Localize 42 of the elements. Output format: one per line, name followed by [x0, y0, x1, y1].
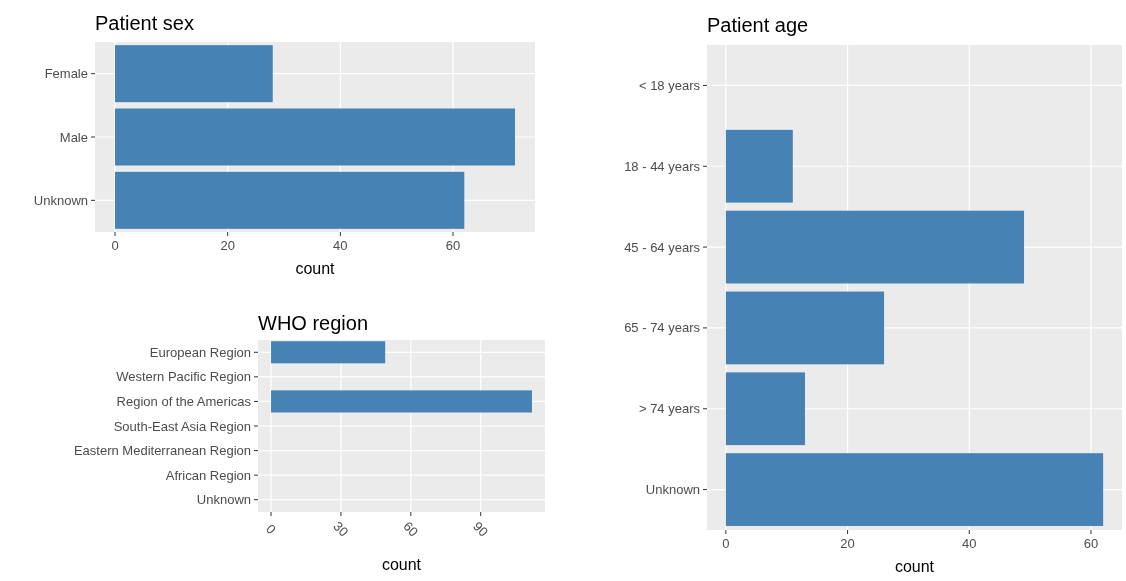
x-tick-label: 0: [722, 536, 730, 551]
y-tick-label: Unknown: [33, 192, 88, 208]
bar: [725, 453, 1104, 526]
x-axis-title: count: [295, 260, 336, 277]
x-tick-label: 60: [400, 518, 422, 540]
y-tick-label: Western Pacific Region: [116, 369, 251, 385]
y-tick-label: 65 - 74 years: [624, 320, 701, 336]
x-tick-label: 60: [1083, 536, 1099, 551]
y-tick-label: Region of the Americas: [116, 393, 252, 409]
bar: [115, 171, 465, 229]
x-axis-title: count: [381, 556, 422, 573]
chart-title: Patient sex: [95, 12, 194, 34]
y-tick-label: < 18 years: [638, 77, 701, 93]
x-tick-label: 40: [962, 536, 977, 551]
y-tick-label: African Region: [165, 467, 251, 483]
y-tick-label: South-East Asia Region: [113, 418, 251, 434]
y-tick-label: > 74 years: [638, 401, 701, 417]
x-tick-label: 0: [111, 238, 119, 253]
y-tick-label: Female: [44, 66, 88, 82]
x-tick-label: 40: [333, 238, 348, 253]
x-tick-label: 30: [330, 518, 352, 540]
y-tick-label: 45 - 64 years: [624, 239, 701, 255]
x-tick-label: 20: [220, 238, 235, 253]
x-tick-label: 20: [840, 536, 855, 551]
y-tick-label: Eastern Mediterranean Region: [73, 443, 251, 459]
y-tick-label: European Region: [149, 344, 251, 360]
y-tick-label: Unknown: [645, 482, 700, 498]
x-tick-label: 90: [470, 518, 492, 540]
x-tick-label: 60: [445, 238, 461, 253]
x-axis-title: count: [894, 558, 935, 575]
y-tick-label: Unknown: [196, 492, 251, 508]
bar: [115, 108, 515, 166]
bar: [725, 129, 793, 203]
y-tick-label: 18 - 44 years: [624, 158, 701, 174]
bar: [725, 210, 1025, 284]
bar: [725, 372, 805, 446]
chart-title: Patient age: [707, 14, 809, 36]
x-tick-label: 0: [263, 521, 279, 537]
y-tick-label: Male: [59, 129, 88, 145]
bar: [115, 45, 273, 103]
bar: [725, 291, 885, 365]
chart-title: WHO region: [258, 312, 369, 334]
